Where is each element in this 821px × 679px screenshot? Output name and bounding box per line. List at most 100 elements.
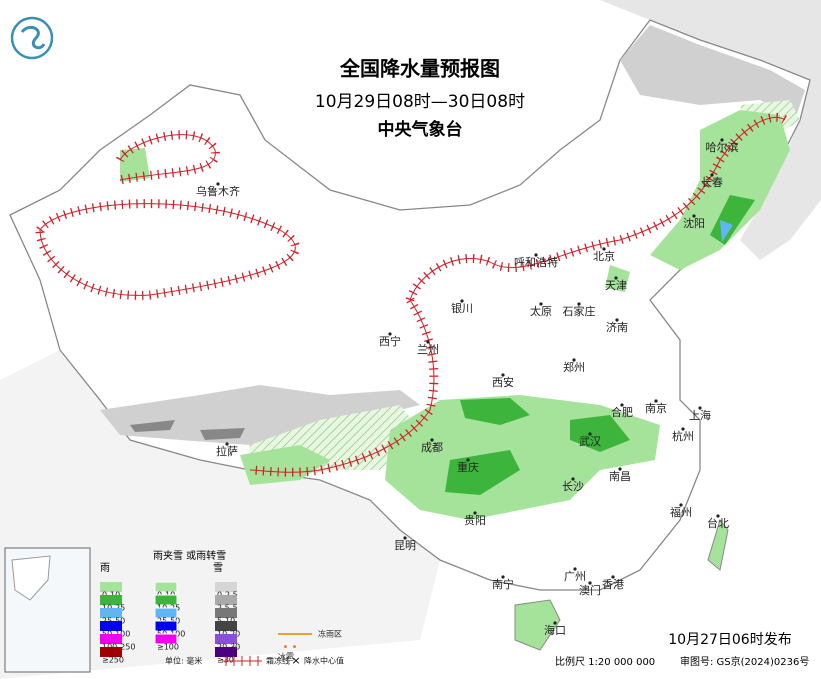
city-marker <box>539 302 543 306</box>
city-label: 银川 <box>451 301 473 315</box>
rain-area <box>650 110 790 270</box>
legend-swatch <box>154 607 178 619</box>
city-label: 武汉 <box>579 435 601 448</box>
city-marker <box>698 406 702 410</box>
city-marker <box>466 458 470 462</box>
legend-swatch <box>100 621 122 631</box>
legend-label: ≥100 <box>157 643 179 652</box>
city-marker <box>426 340 430 344</box>
city-label: 福州 <box>670 505 692 519</box>
city-label: 乌鲁木齐 <box>196 184 240 198</box>
legend-swatch <box>100 582 122 592</box>
city-label: 天津 <box>605 279 627 292</box>
city-marker <box>501 575 505 579</box>
city-label: 太原 <box>530 305 552 318</box>
legend-swatch <box>215 595 237 605</box>
legend-swatch <box>215 647 237 657</box>
city-marker <box>430 438 434 442</box>
legend-swatch <box>100 608 122 618</box>
city-label: 北京 <box>593 249 615 263</box>
legend-unit: 单位: 毫米 <box>165 656 202 666</box>
city-marker <box>460 299 464 303</box>
city-label: 重庆 <box>457 460 479 474</box>
city-label: 广州 <box>564 570 586 583</box>
city-marker <box>225 442 229 446</box>
city-marker <box>620 403 624 407</box>
city-marker <box>614 276 618 280</box>
legend-label: ≥250 <box>102 656 124 665</box>
map-subtitle: 10月29日08时—30日08时 <box>315 92 525 112</box>
city-marker <box>681 427 685 431</box>
city-marker <box>679 503 683 507</box>
city-label: 南京 <box>645 401 667 415</box>
rain-area <box>460 398 530 425</box>
city-marker <box>716 514 720 518</box>
legend-hail-mark: • • <box>283 642 298 653</box>
city-label: 西宁 <box>379 334 401 348</box>
logo <box>20 25 46 50</box>
city-marker <box>692 214 696 218</box>
city-label: 成都 <box>421 441 443 454</box>
city-marker <box>473 511 477 515</box>
city-label: 济南 <box>606 320 628 334</box>
city-marker <box>615 318 619 322</box>
snow-area <box>130 420 245 440</box>
city-label: 合肥 <box>611 405 633 419</box>
hainan <box>514 599 561 651</box>
review-number: 审图号: GS京(2024)0236号 <box>680 655 809 668</box>
taiwan <box>707 518 729 571</box>
legend-swatch <box>154 620 178 632</box>
legend-swatch <box>215 582 237 592</box>
legend-swatch <box>154 633 178 645</box>
legend-swatch <box>215 634 237 644</box>
city-marker <box>602 247 606 251</box>
city-label: 南宁 <box>492 577 514 591</box>
city-marker <box>501 373 505 377</box>
snow-area <box>620 25 805 120</box>
legend-swatch <box>215 608 237 618</box>
city-label: 石家庄 <box>563 304 596 318</box>
city-label: 南昌 <box>609 470 631 483</box>
snow-area <box>100 385 420 445</box>
city-marker <box>571 477 575 481</box>
legend-swatch <box>100 595 122 605</box>
city-marker <box>403 536 407 540</box>
city-label: 郑州 <box>563 360 585 374</box>
city-marker <box>720 138 724 142</box>
legend-freezing: 冻雨区 <box>318 629 342 639</box>
city-label: 呼和浩特 <box>514 255 558 269</box>
city-marker <box>534 253 538 257</box>
issuer: 中央气象台 <box>378 119 463 140</box>
city-marker <box>611 575 615 579</box>
rain-area <box>570 415 630 452</box>
city-marker <box>577 302 581 306</box>
city-marker <box>388 332 392 336</box>
legend-frost-line <box>222 656 262 666</box>
city-label: 贵阳 <box>464 514 486 527</box>
city-label: 杭州 <box>672 429 694 443</box>
city-label: 昆明 <box>394 539 416 552</box>
release-time: 10月27日06时发布 <box>668 632 791 648</box>
city-marker <box>588 432 592 436</box>
legend-swatch <box>100 647 122 657</box>
city-label: 上海 <box>689 408 711 422</box>
city-marker <box>618 467 622 471</box>
city-label: 长沙 <box>562 480 584 493</box>
city-label: 兰州 <box>417 343 439 356</box>
legend-center: 降水中心值 <box>304 656 344 666</box>
legend-hail: 冰雹 <box>278 652 294 662</box>
legend-frost: 霜冻线 <box>266 656 290 666</box>
city-label: 哈尔滨 <box>706 140 739 154</box>
city-label: 沈阳 <box>683 216 705 230</box>
legend-swatch <box>154 581 178 593</box>
neighbor-land <box>600 0 821 260</box>
map-title: 全国降水量预报图 <box>339 57 500 81</box>
city-label: 海口 <box>544 623 566 637</box>
city-marker <box>553 621 557 625</box>
city-marker <box>588 581 592 585</box>
legend-title: 雪 <box>213 562 223 574</box>
legend-swatch <box>100 634 122 644</box>
legend-swatch <box>215 621 237 631</box>
